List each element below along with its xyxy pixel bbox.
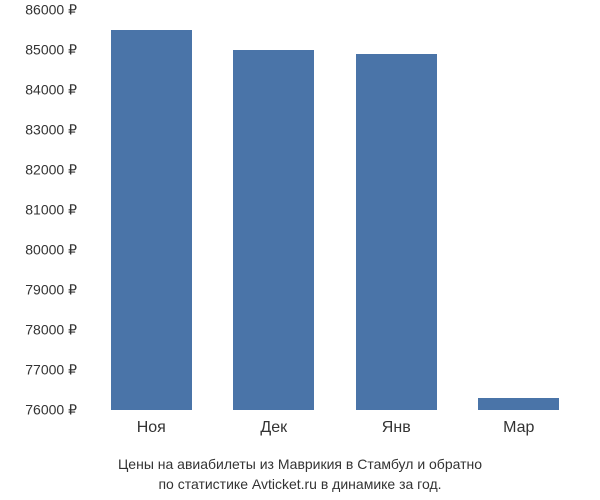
y-tick: 77000 ₽ xyxy=(25,362,77,379)
y-tick: 82000 ₽ xyxy=(25,162,77,179)
y-axis: 86000 ₽85000 ₽84000 ₽83000 ₽82000 ₽81000… xyxy=(0,10,85,410)
bars-container xyxy=(90,10,580,410)
x-label: Мар xyxy=(503,419,534,437)
y-tick: 80000 ₽ xyxy=(25,242,77,259)
y-tick: 81000 ₽ xyxy=(25,202,77,219)
caption-line-1: Цены на авиабилеты из Маврикия в Стамбул… xyxy=(0,455,600,475)
y-tick: 78000 ₽ xyxy=(25,322,77,339)
y-tick: 85000 ₽ xyxy=(25,42,77,59)
bar xyxy=(478,398,559,410)
x-label: Дек xyxy=(260,419,287,437)
bar xyxy=(111,30,192,410)
y-tick: 83000 ₽ xyxy=(25,122,77,139)
x-label: Ноя xyxy=(137,419,166,437)
bar xyxy=(356,54,437,410)
y-tick: 86000 ₽ xyxy=(25,2,77,19)
caption-line-2: по статистике Avticket.ru в динамике за … xyxy=(0,475,600,495)
x-label: Янв xyxy=(382,419,411,437)
caption: Цены на авиабилеты из Маврикия в Стамбул… xyxy=(0,455,600,494)
y-tick: 84000 ₽ xyxy=(25,82,77,99)
bar xyxy=(233,50,314,410)
y-tick: 76000 ₽ xyxy=(25,402,77,419)
chart-plot xyxy=(90,10,580,410)
y-tick: 79000 ₽ xyxy=(25,282,77,299)
x-axis: Ноя Дек Янв Мар xyxy=(90,415,580,445)
